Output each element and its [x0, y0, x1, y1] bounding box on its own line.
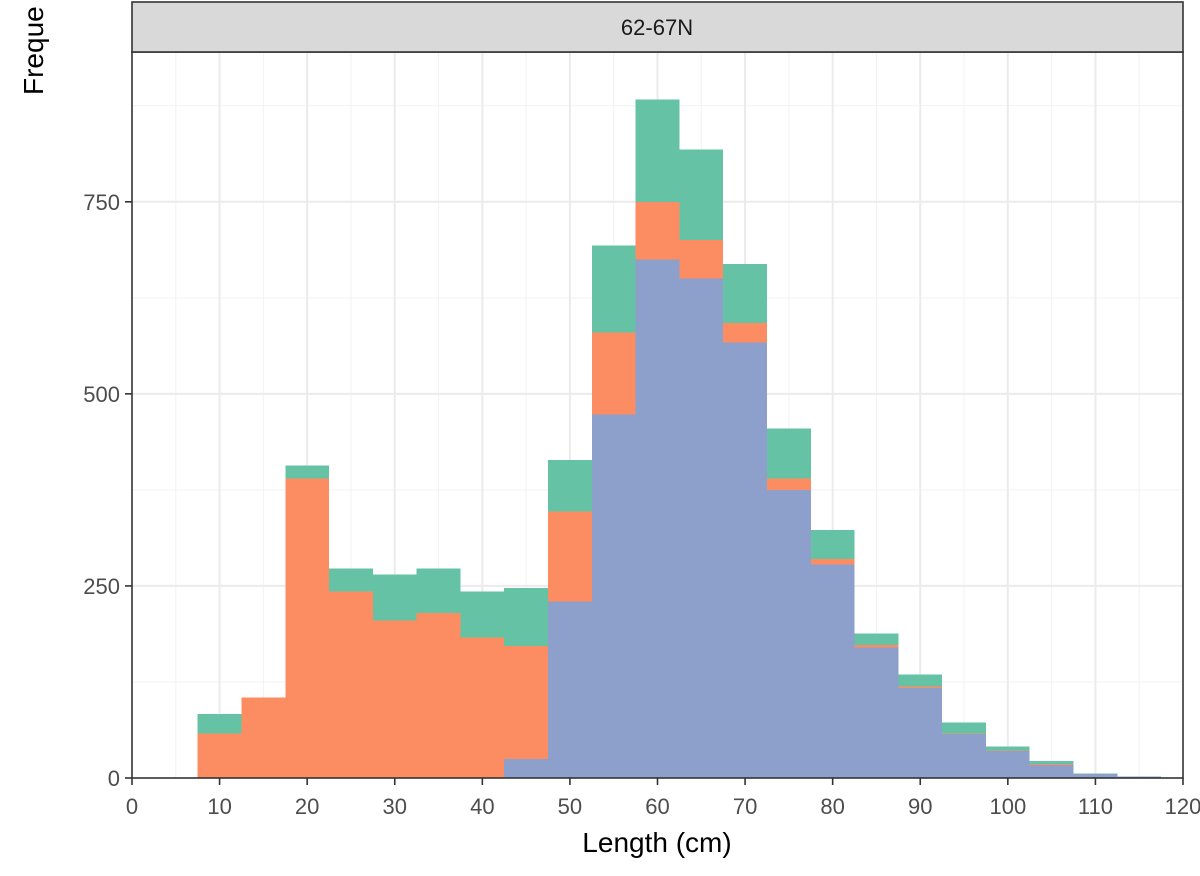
y-tick-label: 500	[83, 382, 120, 407]
bar-segment-1	[1073, 774, 1118, 778]
bar-segment-1	[766, 489, 811, 778]
bar-segment-3	[1073, 773, 1118, 775]
bar-segment-2	[372, 620, 417, 778]
bar-segment-3	[942, 722, 986, 734]
bar-segment-3	[898, 674, 943, 687]
x-axis-title: Length (cm)	[582, 827, 731, 858]
bar-segment-3	[810, 529, 855, 560]
bar-segment-2	[591, 332, 636, 415]
bar-segment-3	[329, 568, 373, 592]
x-tick-label: 70	[733, 794, 757, 819]
bar-segment-2	[810, 559, 855, 565]
x-tick-label: 20	[295, 794, 319, 819]
x-tick-label: 0	[126, 794, 138, 819]
bar-segment-3	[635, 99, 680, 202]
x-tick-label: 110	[1078, 794, 1113, 819]
bar-segment-3	[504, 588, 549, 646]
bar-segment-2	[679, 240, 724, 279]
bar-segment-3	[766, 428, 811, 479]
bar-segment-2	[460, 637, 505, 778]
x-tick-label: 30	[383, 794, 407, 819]
bar-segment-3	[285, 465, 330, 479]
bar-segment-3	[854, 633, 899, 646]
bar-segment-3	[197, 714, 242, 734]
y-tick-label: 0	[108, 766, 120, 791]
bar-segment-2	[942, 733, 986, 735]
x-tick-label: 90	[908, 794, 932, 819]
bar-segment-3	[460, 591, 505, 638]
bar-segment-3	[372, 574, 417, 621]
bar-segment-1	[591, 414, 636, 778]
bar-segment-1	[635, 259, 680, 778]
bar-segment-1	[723, 342, 767, 778]
bar-segment-2	[635, 201, 680, 260]
bar-segment-2	[854, 645, 899, 648]
bar-segment-2	[329, 591, 373, 778]
bar-segment-2	[241, 697, 286, 778]
bar-segment-3	[416, 568, 461, 613]
bar-segment-1	[985, 751, 1030, 778]
bar-segment-2	[504, 645, 549, 759]
bar-segment-1	[1029, 764, 1074, 778]
bar-segment-2	[766, 478, 811, 490]
y-tick-label: 250	[83, 574, 120, 599]
bar-segment-1	[898, 688, 943, 778]
bar-segment-2	[548, 511, 592, 602]
bar-segment-3	[723, 264, 767, 324]
bar-segment-3	[591, 245, 636, 333]
bar-segment-2	[1029, 764, 1074, 765]
y-tick-label: 750	[83, 190, 120, 215]
bar-segment-1	[942, 734, 986, 778]
facet-strip: 62-67N	[131, 1, 1184, 53]
bar-segment-3	[1029, 761, 1074, 765]
bar-segment-2	[197, 733, 242, 778]
stacked-bars	[197, 99, 1162, 778]
x-tick-label: 120	[1165, 794, 1200, 819]
bar-segment-2	[898, 686, 943, 689]
bar-segment-2	[723, 323, 767, 343]
bar-segment-3	[548, 459, 592, 512]
x-tick-label: 10	[207, 794, 231, 819]
bar-segment-1	[854, 647, 899, 778]
x-tick-label: 40	[470, 794, 494, 819]
bar-segment-2	[985, 750, 1030, 752]
bar-segment-1	[504, 758, 549, 778]
x-tick-label: 100	[989, 794, 1026, 819]
facet-strip-label: 62-67N	[621, 15, 693, 40]
bar-segment-3	[985, 746, 1030, 751]
x-tick-label: 80	[820, 794, 844, 819]
bar-segment-3	[679, 149, 724, 241]
bar-segment-2	[416, 612, 461, 778]
bar-segment-2	[285, 478, 330, 778]
x-tick-label: 50	[558, 794, 582, 819]
axes: 0 10 20 30 40 50 60 70 80 90 100 110 120 0 250 500 750	[83, 190, 1200, 819]
bar-segment-1	[679, 278, 724, 778]
bar-segment-1	[548, 601, 592, 778]
y-axis-title: Freque	[18, 6, 49, 95]
facet-strip-background	[131, 1, 1184, 53]
x-tick-label: 60	[645, 794, 669, 819]
bar-segment-1	[810, 564, 855, 778]
